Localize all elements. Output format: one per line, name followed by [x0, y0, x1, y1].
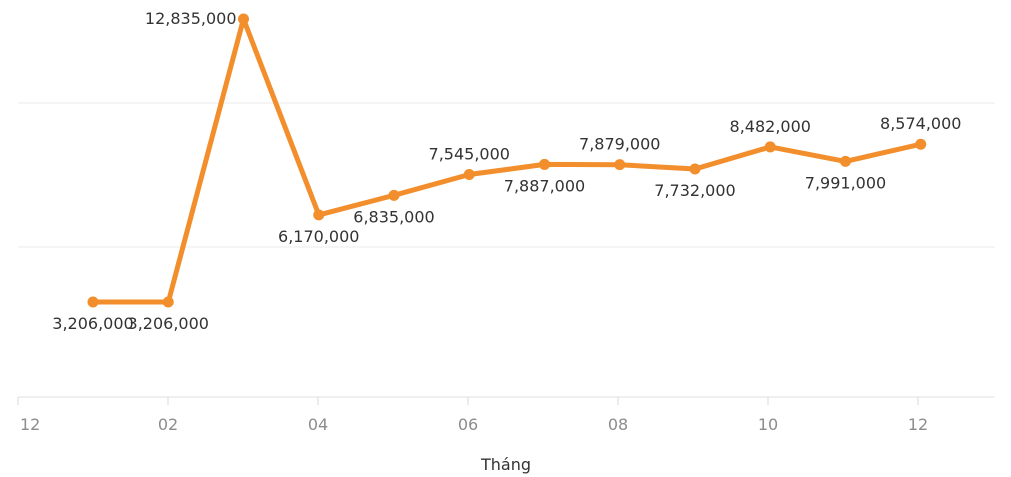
data-label: 3,206,000: [128, 314, 209, 333]
data-point[interactable]: [162, 296, 174, 308]
data-label: 7,887,000: [504, 176, 585, 195]
x-tick-label: 12: [908, 415, 928, 434]
data-label: 7,732,000: [654, 181, 735, 200]
data-label: 7,545,000: [429, 144, 510, 163]
data-label: 3,206,000: [52, 314, 133, 333]
x-tick-label: 06: [458, 415, 478, 434]
series-layer: [87, 13, 927, 308]
data-point[interactable]: [238, 13, 249, 25]
x-axis-title: Tháng: [480, 455, 531, 474]
data-label: 6,170,000: [278, 227, 359, 246]
data-point[interactable]: [764, 141, 776, 153]
x-tick-label: 10: [758, 415, 778, 434]
data-label: 8,574,000: [880, 114, 961, 133]
data-point[interactable]: [313, 209, 325, 221]
x-tick-label: 12: [20, 415, 40, 434]
data-label: 8,482,000: [730, 117, 811, 136]
data-label: 7,991,000: [805, 173, 886, 192]
x-tick-label: 08: [608, 415, 628, 434]
data-point[interactable]: [388, 189, 400, 201]
data-point[interactable]: [840, 155, 851, 167]
data-point[interactable]: [539, 158, 550, 170]
data-point[interactable]: [463, 168, 475, 180]
data-point[interactable]: [689, 163, 701, 175]
x-tick-label: 02: [158, 415, 178, 434]
data-point[interactable]: [614, 159, 626, 171]
x-axis: 12 02 04 06 08 10 12: [17, 396, 995, 434]
series-line: [90, 16, 924, 305]
data-label: 12,835,000: [145, 9, 237, 28]
data-label: 7,879,000: [579, 135, 660, 154]
data-point[interactable]: [87, 296, 99, 308]
x-tick-label: 04: [308, 415, 328, 434]
data-label: 6,835,000: [353, 207, 434, 226]
data-point[interactable]: [915, 138, 927, 150]
